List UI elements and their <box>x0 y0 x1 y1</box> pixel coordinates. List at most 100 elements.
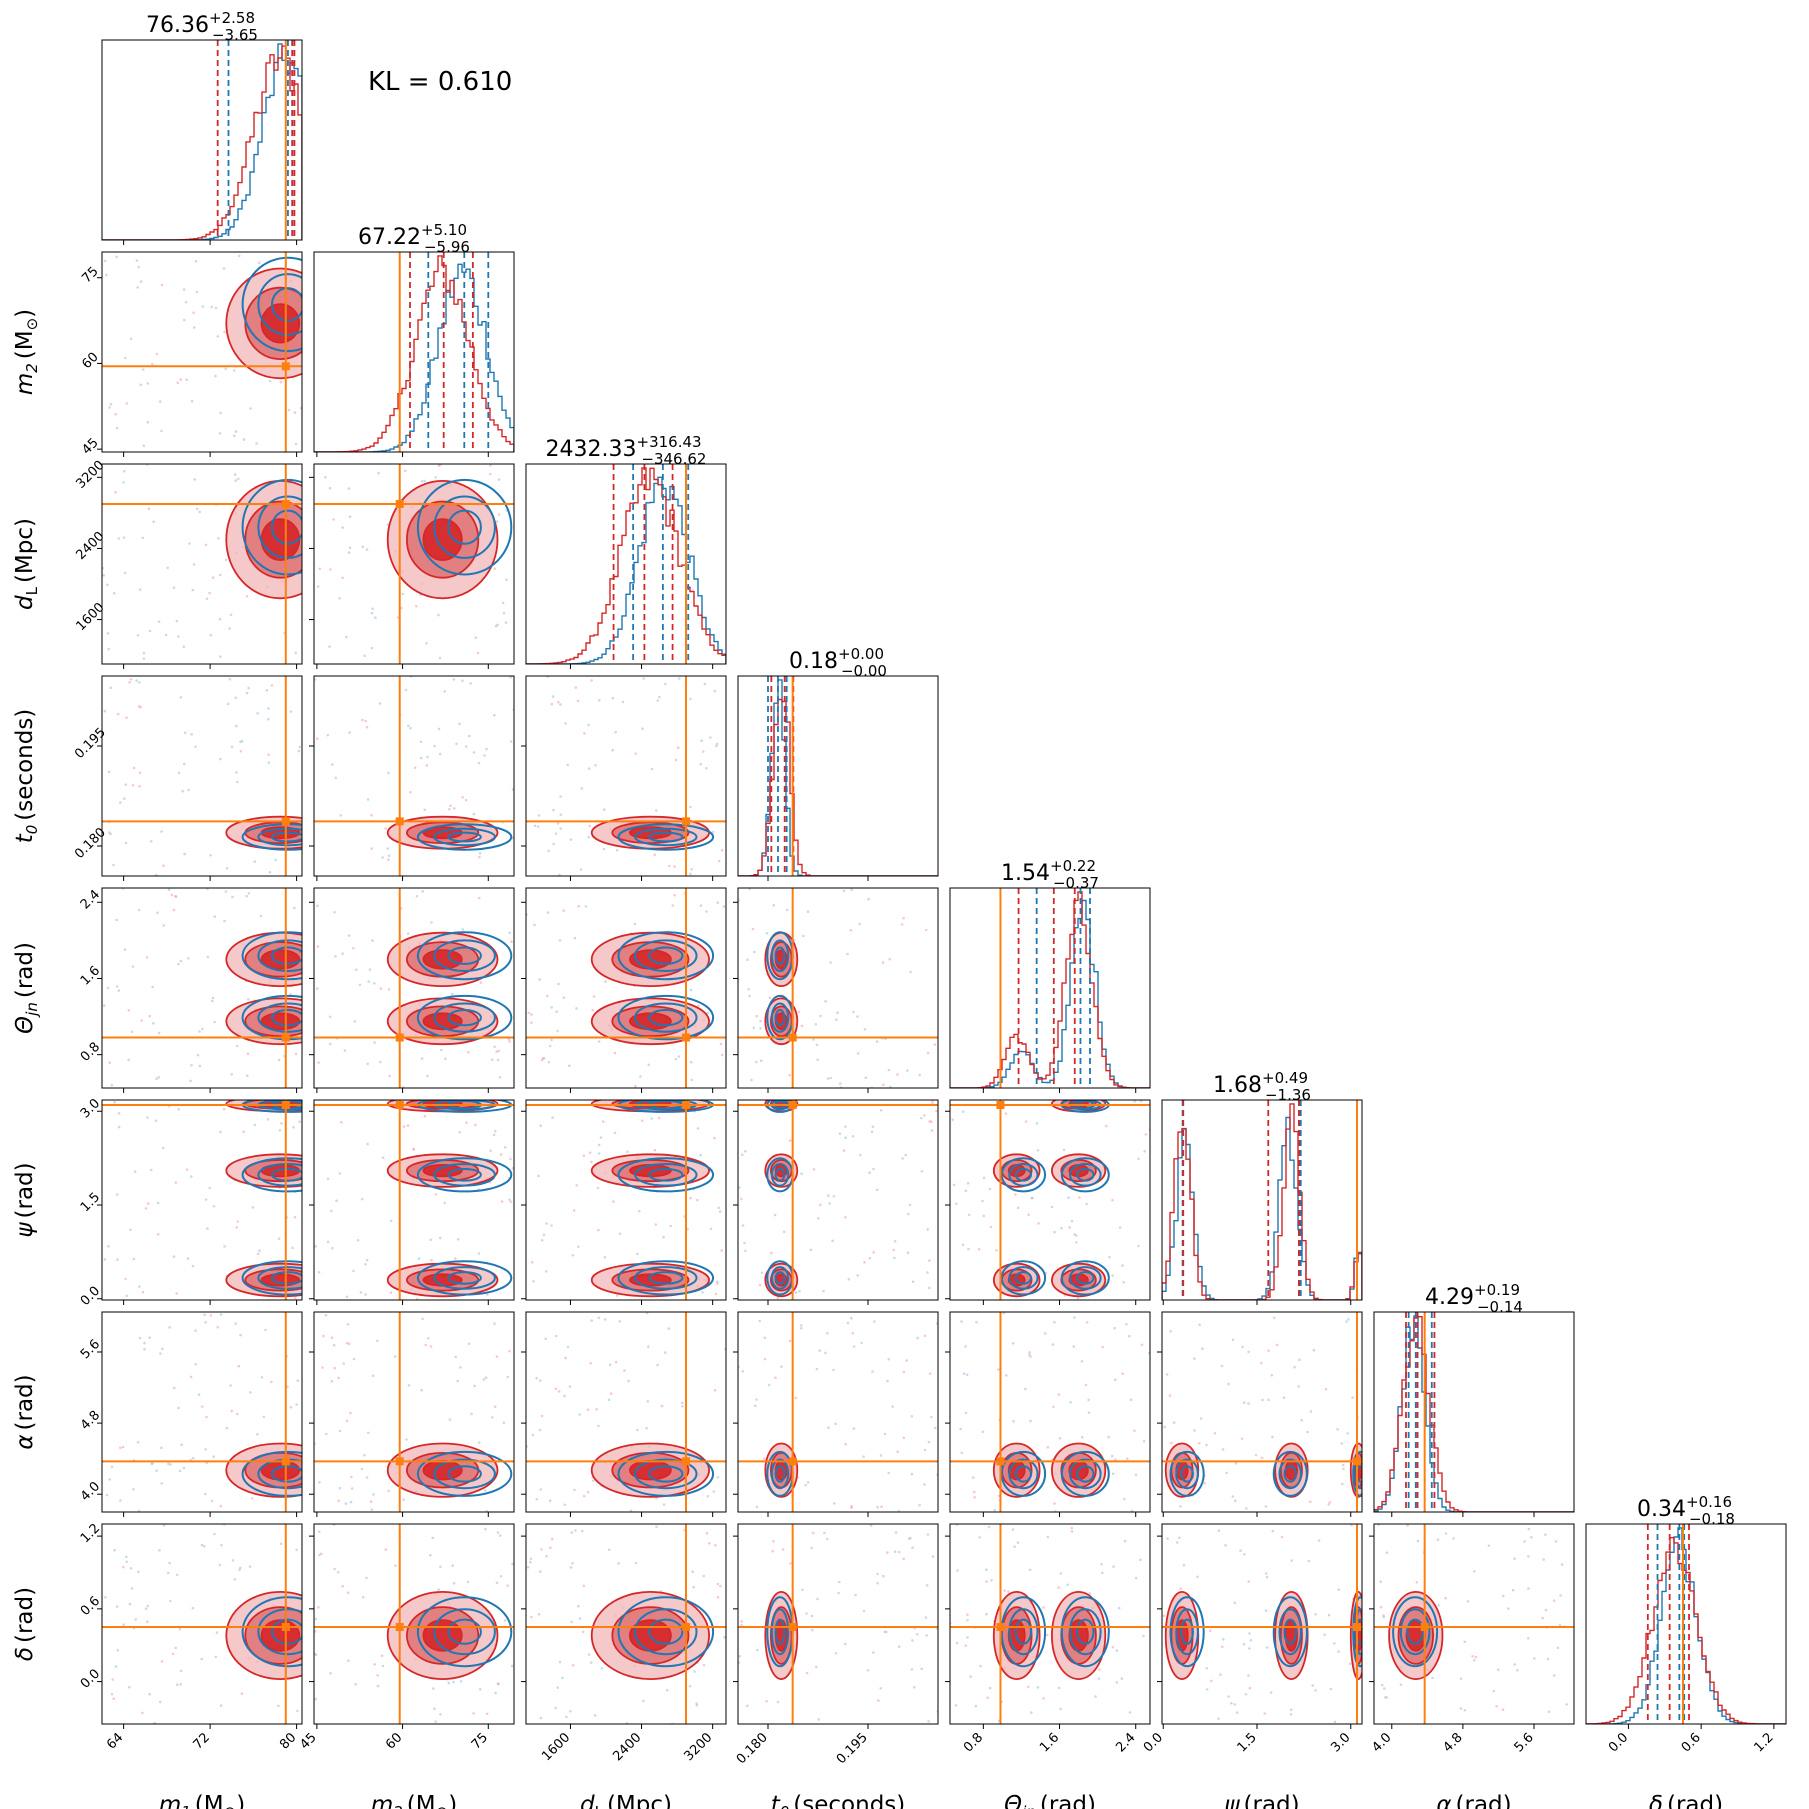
x-tick-label-delta-0: 0.0 <box>1606 1730 1631 1755</box>
truth-marker-m1-alpha <box>281 1457 290 1466</box>
joint-panel-dL-t0 <box>525 675 727 877</box>
joint-panel-m2-delta <box>313 1523 515 1725</box>
joint-panel-m1-t0 <box>101 675 303 877</box>
joint-panel-m2-alpha <box>313 1311 515 1513</box>
frame-theta_jn-delta <box>949 1523 1151 1725</box>
y-axis-label-t0: t0(seconds) <box>12 709 41 844</box>
joint-panel-m2-theta_jn <box>313 887 515 1089</box>
histogram-b-theta_jn <box>950 899 1150 1088</box>
frame-psi-delta <box>1161 1523 1363 1725</box>
marginal-panel-theta_jn: 1.54+0.22 −0.37 <box>949 857 1151 1089</box>
truth-marker-t0-theta_jn <box>788 1033 797 1042</box>
y-tick-label-delta-1: 0.6 <box>78 1594 103 1619</box>
frame-psi <box>1161 1099 1363 1301</box>
frame-m1-delta <box>101 1523 303 1725</box>
x-tick-label-t0-0: 0.180 <box>734 1730 771 1767</box>
y-tick-label-t0-1: 0.195 <box>72 725 109 762</box>
histogram-b-psi <box>1162 1116 1362 1300</box>
y-axis-label-theta_jn: Θjn(rad) <box>12 942 41 1034</box>
frame-t0-psi <box>737 1099 939 1301</box>
x-axis-label-m2: m2(M⊙) <box>371 1792 457 1809</box>
frame-m1-psi <box>101 1099 303 1301</box>
x-tick-label-delta-2: 1.2 <box>1751 1730 1776 1755</box>
frame-m1-m2 <box>101 251 303 453</box>
marginal-panel-dL: 2432.33+316.43 −346.62 <box>525 433 727 665</box>
truth-marker-m1-m2 <box>281 362 290 371</box>
truth-marker-psi-alpha <box>1353 1457 1361 1466</box>
marginal-title-m2: 67.22+5.10 −5.96 <box>358 221 470 256</box>
x-axis-label-delta: δ (rad) <box>1649 1792 1723 1809</box>
y-axis-label-delta: δ(rad) <box>12 1587 38 1661</box>
frame-m2-dL <box>313 463 515 665</box>
joint-panel-t0-theta_jn <box>737 887 939 1089</box>
histogram-a-m1 <box>102 45 302 240</box>
marginal-title-psi: 1.68+0.49 −1.36 <box>1213 1069 1311 1104</box>
x-tick-label-t0-1: 0.195 <box>834 1730 871 1767</box>
y-axis-label-m2: m2(M⊙) <box>12 309 41 395</box>
x-tick-label-delta-1: 0.6 <box>1679 1730 1704 1755</box>
joint-panel-dL-psi <box>525 1099 727 1301</box>
histogram-b-m1 <box>102 43 302 240</box>
x-tick-label-theta_jn-2: 2.4 <box>1113 1730 1138 1755</box>
x-tick-label-m1-1: 72 <box>191 1730 213 1752</box>
x-axis-label-alpha: α (rad) <box>1436 1792 1511 1809</box>
frame-m2-theta_jn <box>313 887 515 1089</box>
y-tick-label-m2-1: 60 <box>79 350 101 372</box>
histogram-b-alpha <box>1374 1315 1574 1512</box>
truth-marker-dL-t0 <box>682 817 690 826</box>
x-tick-label-m2-2: 75 <box>469 1730 491 1752</box>
joint-panel-theta_jn-delta <box>949 1523 1151 1725</box>
y-tick-label-psi-1: 1.5 <box>78 1190 103 1215</box>
marginal-panel-delta: 0.34+0.16 −0.18 <box>1585 1493 1787 1725</box>
truth-marker-m2-theta_jn <box>395 1033 404 1042</box>
x-tick-label-psi-1: 1.5 <box>1235 1730 1260 1755</box>
joint-panel-theta_jn-alpha <box>949 1311 1151 1513</box>
histogram-b-dL <box>526 476 726 664</box>
frame-m2-psi <box>313 1099 515 1301</box>
frame-t0-delta <box>737 1523 939 1725</box>
marginal-title-theta_jn: 1.54+0.22 −0.37 <box>1001 857 1099 892</box>
histogram-a-psi <box>1162 1103 1362 1300</box>
joint-panel-dL-theta_jn <box>525 887 727 1089</box>
y-tick-label-t0-0: 0.180 <box>72 825 109 862</box>
truth-marker-m1-psi <box>281 1101 290 1109</box>
truth-marker-t0-delta <box>788 1623 797 1632</box>
joint-panel-t0-alpha <box>737 1311 939 1513</box>
y-tick-label-psi-0: 0.0 <box>78 1284 103 1309</box>
frame-m2-alpha <box>313 1311 515 1513</box>
marginal-panel-t0: 0.18+0.00 −0.00 <box>737 645 939 877</box>
kl-annotation: KL = 0.610 <box>368 67 512 97</box>
marginal-panel-m2: 67.22+5.10 −5.96 <box>313 221 515 453</box>
truth-marker-m1-t0 <box>281 817 290 826</box>
y-tick-label-alpha-2: 5.6 <box>78 1337 103 1362</box>
marginal-title-dL: 2432.33+316.43 −346.62 <box>546 433 707 468</box>
y-tick-label-theta_jn-0: 0.8 <box>78 1040 103 1065</box>
frame-m1-alpha <box>101 1311 303 1513</box>
frame-t0-theta_jn <box>737 887 939 1089</box>
frame-alpha <box>1373 1311 1575 1513</box>
joint-panel-m1-delta <box>101 1523 303 1725</box>
frame-t0 <box>737 675 939 877</box>
truth-marker-t0-psi <box>788 1101 797 1109</box>
truth-marker-theta_jn-alpha <box>996 1457 1005 1466</box>
truth-marker-t0-alpha <box>788 1457 797 1466</box>
x-tick-label-m1-0: 64 <box>104 1730 126 1752</box>
y-tick-label-m2-0: 45 <box>79 436 101 458</box>
y-tick-label-alpha-0: 4.0 <box>78 1479 103 1504</box>
histogram-b-delta <box>1586 1527 1786 1724</box>
marginal-title-t0: 0.18+0.00 −0.00 <box>789 645 887 680</box>
joint-panel-m2-dL <box>313 463 515 665</box>
joint-panel-m1-alpha <box>101 1311 303 1513</box>
marginal-title-alpha: 4.29+0.19 −0.14 <box>1425 1281 1523 1316</box>
frame-theta_jn-alpha <box>949 1311 1151 1513</box>
histogram-a-dL <box>526 467 726 664</box>
frame-m2-t0 <box>313 675 515 877</box>
frame-dL-theta_jn <box>525 887 727 1089</box>
y-tick-label-psi-2: 3.0 <box>78 1096 103 1121</box>
truth-marker-alpha-delta <box>1420 1623 1429 1632</box>
y-tick-label-m2-2: 75 <box>79 264 101 286</box>
frame-t0-alpha <box>737 1311 939 1513</box>
frame-m1 <box>101 39 303 241</box>
marginal-panel-alpha: 4.29+0.19 −0.14 <box>1373 1281 1575 1513</box>
truth-marker-m1-theta_jn <box>281 1033 290 1042</box>
